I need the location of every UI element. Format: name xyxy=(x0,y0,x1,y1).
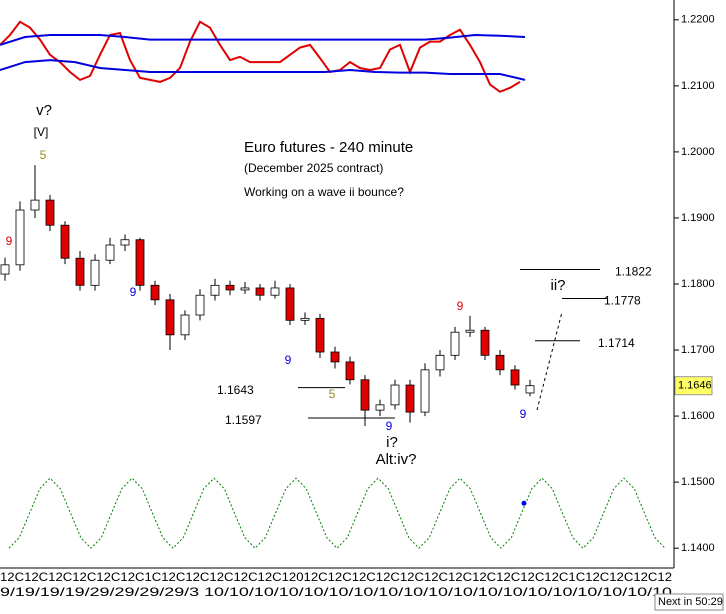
wave-label: 5 xyxy=(329,387,336,401)
y-tick-label: 1.2100 xyxy=(681,80,715,92)
candle-body xyxy=(270,287,280,296)
wave-label: 9 xyxy=(457,299,464,313)
candle-body xyxy=(285,287,295,321)
candle-body xyxy=(315,317,325,353)
y-tick-label: 1.1700 xyxy=(681,344,715,356)
candle-body xyxy=(225,284,235,291)
candle-body xyxy=(135,239,145,286)
wave-label: i? xyxy=(386,434,398,451)
y-tick-label: 1.1900 xyxy=(681,212,715,224)
countdown: Next in 50:29 xyxy=(658,596,723,608)
level-label: 1.1714 xyxy=(598,336,635,350)
y-tick-label: 1.2000 xyxy=(681,146,715,158)
candle-body xyxy=(90,259,100,286)
candle-body xyxy=(15,209,25,266)
candle-body xyxy=(195,294,205,316)
indicator-line xyxy=(0,59,526,81)
candle-body xyxy=(105,244,115,261)
y-tick-label: 1.1600 xyxy=(681,410,715,422)
candle-body xyxy=(330,351,340,363)
wave-label: 9 xyxy=(285,353,292,367)
candle-body xyxy=(150,284,160,301)
candle-body xyxy=(240,287,250,291)
candle-body xyxy=(420,369,430,413)
projection-line xyxy=(536,311,563,411)
candle-body xyxy=(465,329,475,333)
candle-body xyxy=(60,224,70,259)
wave-label: v? xyxy=(36,102,52,119)
wave-label: 9 xyxy=(520,407,527,421)
wave-label: 5 xyxy=(40,148,47,162)
candle-body xyxy=(525,385,535,394)
price-tag-label: 1.1646 xyxy=(678,380,712,392)
candle-body xyxy=(390,384,400,406)
candle-body xyxy=(450,331,460,356)
chart-title: Euro futures - 240 minute xyxy=(244,139,413,156)
price-tag xyxy=(674,376,713,396)
candle-body xyxy=(75,257,85,286)
candle-body xyxy=(435,354,445,371)
wave-label: [V] xyxy=(34,125,49,139)
y-tick-label: 1.1400 xyxy=(681,542,715,554)
candle-body xyxy=(0,264,10,275)
level-label: 1.1778 xyxy=(604,294,641,308)
wave-label: 9 xyxy=(386,419,393,433)
wave-label: 9 xyxy=(6,234,13,248)
x-axis-label: 9/19/19/19/29/29/29/29/3 10/10/10/10/10/… xyxy=(0,585,672,599)
candle-body xyxy=(405,384,415,413)
candle-body xyxy=(210,284,220,296)
y-tick-label: 1.1500 xyxy=(681,476,715,488)
candle-body xyxy=(480,329,490,356)
candle-body xyxy=(495,354,505,371)
indicator-line xyxy=(0,20,521,93)
level-label: 1.1822 xyxy=(615,265,652,279)
wave-label: ii? xyxy=(550,277,565,294)
level-label: 1.1643 xyxy=(217,383,254,397)
candle-body xyxy=(300,317,310,321)
candle-body xyxy=(510,369,520,386)
y-tick-label: 1.1800 xyxy=(681,278,715,290)
wave-label: 9 xyxy=(130,285,137,299)
candle-body xyxy=(360,379,370,411)
x-axis-label: 12C12C12C12C12C12C1C12C12C12C12C12C12012… xyxy=(0,570,672,584)
candle-body xyxy=(45,199,55,226)
indicator-line xyxy=(0,33,526,46)
candle-body xyxy=(255,287,265,296)
cycle-marker xyxy=(521,500,527,506)
candle-body xyxy=(180,314,190,336)
y-tick-label: 1.2200 xyxy=(681,14,715,26)
countdown-box xyxy=(654,593,724,611)
candle-body xyxy=(120,239,130,246)
candle-body xyxy=(165,299,175,336)
candle-body xyxy=(345,361,355,381)
level-label: 1.1597 xyxy=(225,413,262,427)
candle-body xyxy=(375,404,385,411)
chart-subtitle: (December 2025 contract) xyxy=(244,161,383,175)
wave-label: Alt:iv? xyxy=(376,451,417,468)
candle-body xyxy=(30,199,40,211)
chart-caption: Working on a wave ii bounce? xyxy=(244,185,404,199)
